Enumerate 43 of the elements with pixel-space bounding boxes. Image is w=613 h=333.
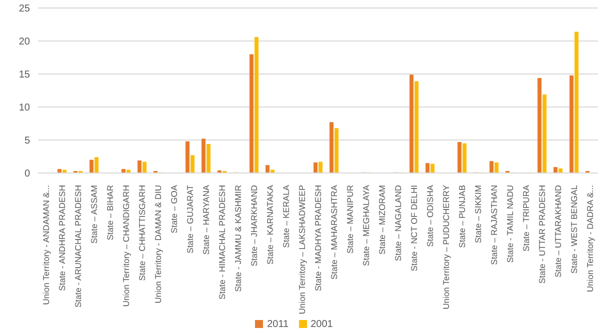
x-tick-label: State – NAGALAND	[393, 185, 403, 262]
x-tick-label: State – KERALA	[281, 184, 291, 248]
x-tick-label: State – MANIPUR	[345, 185, 355, 254]
x-tick-label: State – GOA	[169, 184, 179, 234]
x-tick-label: State – ODISHA	[425, 184, 435, 247]
x-tick-label: State – ASSAM	[89, 185, 99, 244]
x-tick-label: State – SIKKIM	[473, 185, 483, 244]
y-tick-label: 0	[24, 168, 30, 180]
y-tick-label: 25	[18, 4, 30, 15]
x-tick-label: State - UTTAR PRADESH	[537, 185, 547, 284]
x-tick-label: State – PUNJAB	[457, 184, 467, 248]
x-tick-label: Union Territory – LAKSHADWEEP	[297, 184, 307, 314]
y-tick-label: 15	[18, 70, 30, 81]
x-tick-label: State – BIHAR	[105, 185, 115, 240]
legend-label: 2011	[267, 319, 289, 330]
x-tick-label: State - ARUNACHAL PRADESH	[73, 185, 83, 308]
x-tick-label: Union Territory – CHANDIGARH	[121, 185, 131, 307]
x-tick-label: State – CHHATTISGARH	[137, 185, 147, 281]
y-tick-label: 10	[18, 102, 30, 114]
x-tick-label: State - JAMMU & KASHMIR	[233, 185, 243, 292]
x-tick-label: Union Territory - DAMAN & DIU	[153, 185, 163, 304]
legend-label: 2001	[310, 319, 333, 330]
y-tick-label: 5	[24, 136, 30, 147]
x-tick-label: State - MADHYA PRADESH	[313, 185, 323, 292]
x-tick-label: Union Territory – PUDUCHERRY	[441, 184, 451, 310]
x-tick-label: State – KARNATAKA	[265, 184, 275, 265]
x-tick-label: State – HARYANA	[201, 184, 211, 255]
x-tick-label: Union Territory - DADRA &...	[585, 185, 595, 292]
x-tick-label: State – JHARKHAND	[249, 185, 259, 266]
x-tick-label: Union Territory - ANDAMAN &...	[41, 185, 51, 305]
x-tick-label: State - WEST BENGAL	[569, 184, 579, 274]
x-tick-label: State – MEGHALAYA	[361, 184, 371, 266]
x-tick-label: State – RAJASTHAN	[489, 185, 499, 265]
x-tick-label: State – TRIPURA	[521, 184, 531, 252]
x-tick-label: State – GUJARAT	[185, 185, 195, 254]
x-tick-label: State - NCT OF DELHI	[409, 185, 419, 272]
y-tick-label: 20	[18, 36, 30, 48]
x-tick-label: State – UTTARAKHAND	[553, 185, 563, 278]
x-tick-label: State – MAHARASHTRA	[329, 184, 339, 280]
x-tick-label: State - HIMACHAL PRADESH	[217, 185, 227, 300]
x-tick-label: State – MIZORAM	[377, 185, 387, 254]
x-tick-label: State - ANDHRA PRADESH	[57, 185, 67, 291]
x-tick-label: State - TAMIL NADU	[505, 185, 515, 263]
